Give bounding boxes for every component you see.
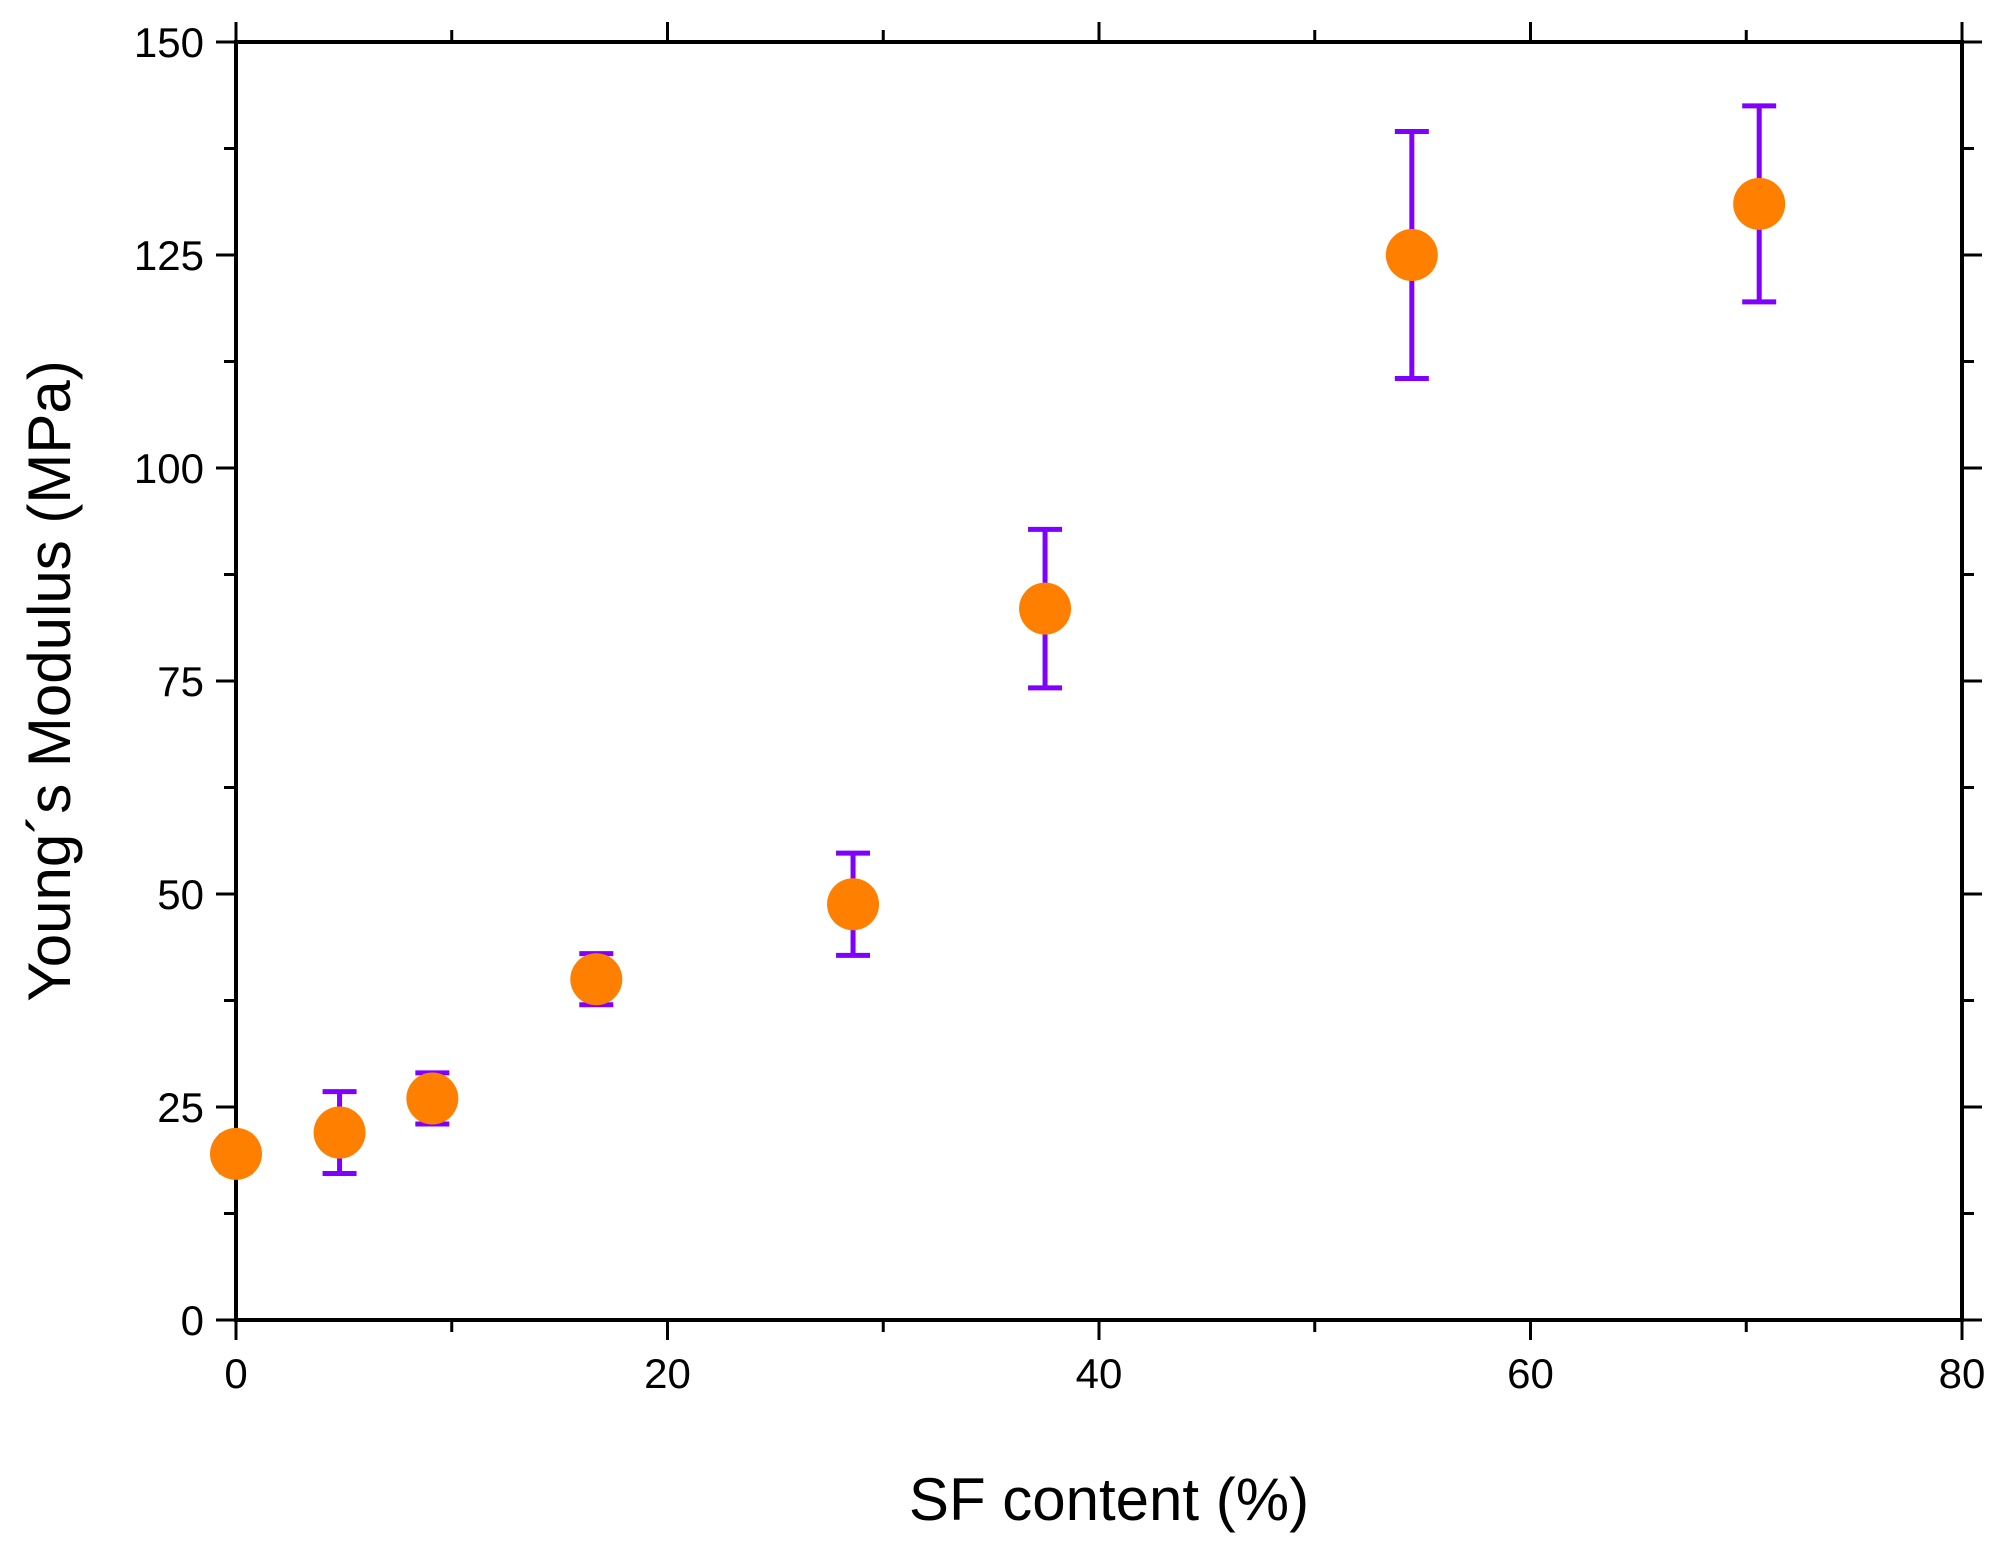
x-tick-label: 60: [1507, 1350, 1554, 1397]
y-tick-label: 150: [134, 19, 204, 66]
error-bars: [219, 103, 1777, 1176]
y-tick-label: 25: [157, 1084, 204, 1131]
data-point: [1385, 229, 1438, 281]
data-point: [313, 1106, 366, 1159]
y-tick-label: 0: [181, 1297, 204, 1344]
data-point: [406, 1072, 459, 1125]
y-tick-label: 50: [157, 871, 204, 918]
x-tick-label: 80: [1939, 1350, 1986, 1397]
axes: [234, 40, 1964, 1322]
data-point: [1019, 582, 1072, 635]
y-axis-title: Young´s Modulus (MPa): [16, 360, 83, 1001]
tick-marks: [216, 22, 1982, 1340]
y-tick-label: 75: [157, 658, 204, 705]
x-tick-label: 20: [644, 1350, 691, 1397]
data-point: [570, 953, 623, 1006]
tick-labels: 0 20 40 60 80 0 25 50 75 100 125 150: [134, 19, 1985, 1397]
data-point: [210, 1127, 262, 1180]
y-tick-label: 125: [134, 232, 204, 279]
data-point: [827, 878, 880, 931]
data-points: [210, 177, 1786, 1180]
x-tick-label: 0: [224, 1350, 247, 1397]
plot-frame: [234, 40, 1964, 1322]
x-tick-label: 40: [1076, 1350, 1123, 1397]
y-tick-label: 100: [134, 445, 204, 492]
data-point: [1733, 177, 1786, 230]
x-axis-title: SF content (%): [909, 1466, 1309, 1533]
